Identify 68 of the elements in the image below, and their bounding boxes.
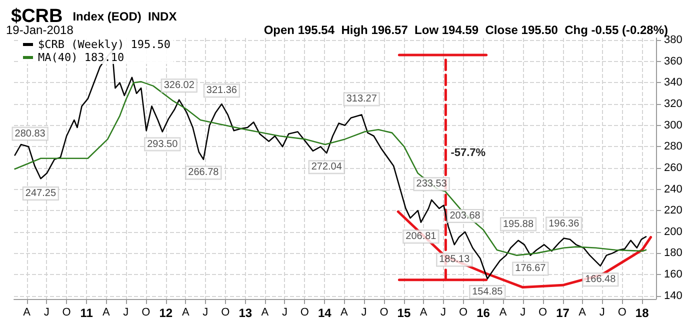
annotation: 203.68 [450,210,481,222]
y-tick-label: 220 [664,204,682,217]
line-series [14,81,647,256]
annotation: 280.83 [14,128,46,140]
x-tick-label: A [182,306,190,318]
x-tick-label: 14 [318,306,332,320]
x-tick-label: 13 [238,306,252,320]
x-tick-label: J [123,306,129,318]
y-tick-label: 380 [664,34,682,46]
x-tick-label: O [459,306,468,318]
annotation: 233.53 [416,178,448,190]
x-tick-label: O [618,306,627,318]
x-tick-label: J [44,306,50,318]
y-tick-label: 280 [664,140,682,153]
y-tick-label: 180 [664,247,682,260]
x-tick-label: O [142,306,151,318]
x-tick-label: O [300,306,310,318]
annotation: 185.13 [439,254,470,266]
x-tick-label: O [62,306,72,318]
x-tick-label: O [380,306,389,318]
y-tick-label: 240 [664,183,682,196]
legend-label: $CRB (Weekly) 195.50 [38,38,170,51]
x-tick-label: A [102,306,110,318]
y-tick-label: 160 [664,268,682,280]
legend-label: MA(40) 183.10 [38,51,124,64]
annotation: 154.85 [472,286,504,298]
annotation: 326.02 [164,80,195,92]
annotation: 166.48 [585,274,616,286]
x-tick-label: J [440,306,446,318]
annotation: 196.36 [548,218,580,230]
x-tick-label: J [520,306,526,318]
x-tick-label: O [221,306,230,318]
x-tick-label: A [23,306,32,318]
x-tick-label: 11 [80,306,94,320]
x-tick-label: J [282,306,288,318]
x-tick-label: A [499,306,508,318]
y-tick-label: 320 [664,98,682,110]
x-tick-label: J [202,306,208,318]
y-tick-label: 340 [664,76,682,89]
text: Open 195.54 High 196.57 Low 194.59 Close 195.50 Chg -0.55 (-0.28%) [264,23,668,37]
x-tick-label: 16 [476,306,490,320]
y-tick-label: 260 [664,162,682,174]
x-tick-label: J [361,306,367,318]
annotation: 313.27 [346,94,378,105]
y-tick-label: 140 [664,290,682,302]
annotation: 293.50 [147,138,178,150]
y-tick-label: 200 [664,226,682,238]
x-tick-label: A [340,306,349,318]
annotation: 206.81 [406,231,437,242]
chart-subtitle: Index (EOD) INDX [72,10,177,24]
y-tick-label: 360 [664,55,682,68]
x-tick-label: A [578,306,587,318]
annotation: 321.36 [206,85,238,96]
annotation: 176.67 [515,263,546,274]
annotation: 266.78 [188,167,220,178]
x-tick-label: O [538,306,548,318]
x-tick-label: J [599,306,605,318]
annotation: 195.88 [502,218,534,230]
x-tick-label: 12 [159,306,173,320]
annotation: 247.25 [25,188,56,200]
x-tick-label: A [261,306,270,318]
annotation: 272.04 [311,162,342,173]
x-tick-label: 15 [397,306,411,320]
x-tick-label: A [420,306,428,318]
x-tick-label: 18 [635,306,650,320]
annotation: -57.7% [450,146,486,159]
x-tick-label: 17 [556,306,570,320]
y-tick-label: 300 [664,119,682,132]
